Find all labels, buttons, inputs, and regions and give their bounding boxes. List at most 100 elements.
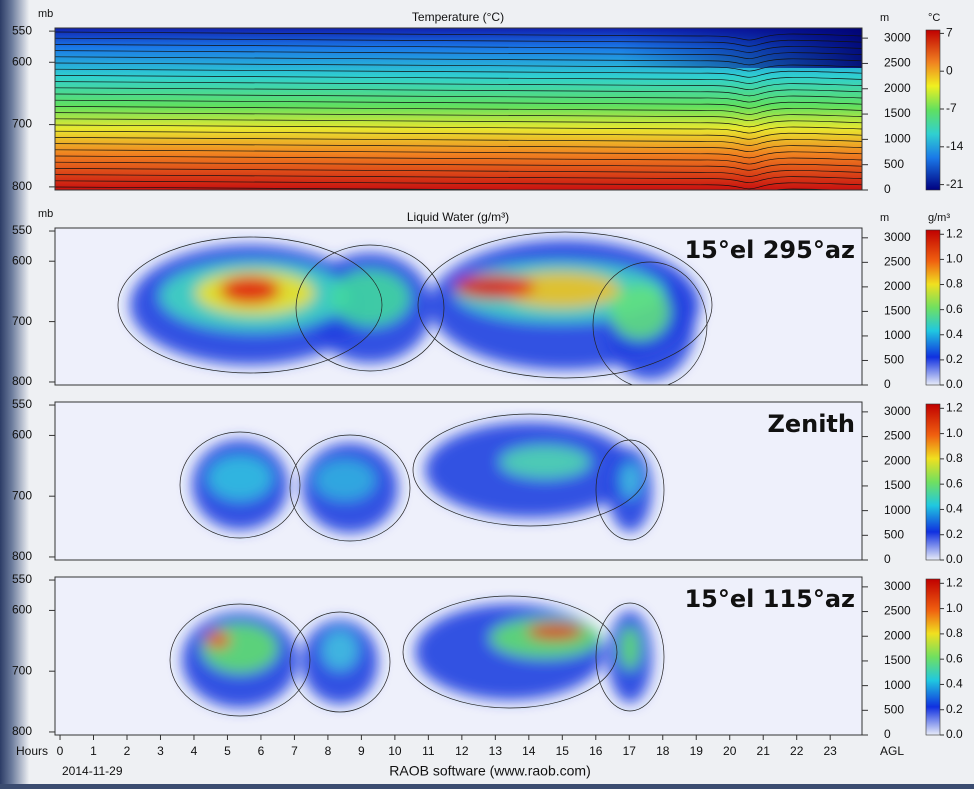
lwc-blob (315, 460, 375, 500)
lwc-field (182, 604, 652, 708)
colorbar (925, 29, 941, 191)
y2-tick-label: 3000 (884, 230, 911, 244)
colorbar-tick-label: 0.8 (946, 626, 963, 640)
colorbar-unit: °C (928, 12, 940, 24)
colorbar-tick-label: 1.0 (946, 426, 963, 440)
contour (55, 44, 862, 53)
field (55, 577, 862, 735)
colorbar-tick-label: 0.4 (946, 502, 963, 516)
y2-tick-label: 2000 (884, 81, 911, 95)
y2-tick-label: 1500 (884, 478, 911, 492)
left-unit: mb (38, 208, 53, 220)
y2-tick-label: 1500 (884, 653, 911, 667)
y-tick-label: 550 (12, 23, 32, 37)
x-tick-label: 10 (388, 744, 402, 758)
contour (55, 112, 862, 121)
contour (179, 431, 301, 539)
lwc-blob (202, 623, 278, 673)
colorbar-tick-label: 1.2 (946, 226, 963, 240)
lwc-field (192, 422, 652, 533)
colorbar-tick-label: 1.0 (946, 252, 963, 266)
contour (55, 118, 862, 128)
y2-tick-label: 500 (884, 702, 904, 716)
panel-label: Zenith (767, 410, 855, 438)
colorbar-tick-label: -21 (946, 177, 964, 191)
x-tick-label: 13 (489, 744, 503, 758)
x-tick-label: 23 (824, 744, 838, 758)
y2-tick-label: 2500 (884, 255, 911, 269)
contour (55, 124, 862, 134)
colorbar-tick-label: 0.2 (946, 527, 963, 541)
x-tick-label: 22 (790, 744, 804, 758)
contour (55, 99, 862, 109)
plot-frame (54, 401, 863, 561)
y2-tick-label: 2000 (884, 628, 911, 642)
y-tick-label: 600 (12, 253, 32, 267)
y2-tick-label: 2500 (884, 429, 911, 443)
y-tick-label: 800 (12, 179, 32, 193)
contour (55, 168, 862, 177)
x-tick-label: 3 (157, 744, 164, 758)
x-tick-label: 0 (57, 744, 64, 758)
y2-tick-label: 0 (884, 727, 891, 741)
date: 2014-11-29 (62, 764, 123, 778)
colorbar (925, 403, 941, 561)
x-tick-label: 16 (589, 744, 603, 758)
colorbar-unit: g/m³ (928, 212, 950, 224)
lwc-blob (500, 272, 620, 308)
credit: RAOB software (www.raob.com) (389, 763, 591, 779)
field (55, 228, 862, 385)
contour (402, 595, 618, 709)
contour (55, 180, 862, 190)
x-tick-label: 17 (623, 744, 637, 758)
x-tick-label: 20 (723, 744, 737, 758)
contour (55, 137, 862, 146)
x-tick-label: 11 (422, 744, 435, 758)
colorbar-tick-label: 0.6 (946, 302, 963, 316)
contour (55, 174, 862, 183)
right-axis-label: AGL (880, 744, 904, 758)
y-tick-label: 800 (12, 724, 32, 738)
x-tick-label: 21 (757, 744, 771, 758)
contour (55, 149, 862, 159)
y-tick-label: 700 (12, 117, 32, 131)
plot-frame (54, 227, 863, 386)
contour (55, 68, 862, 78)
y2-tick-label: 500 (884, 157, 904, 171)
lwc-blob (206, 632, 230, 648)
contour (169, 603, 311, 717)
contour (55, 75, 862, 84)
contour (289, 434, 411, 542)
contour (55, 155, 862, 165)
x-tick-label: 18 (656, 744, 670, 758)
plot-frame (54, 27, 863, 191)
contour (595, 439, 665, 541)
y-tick-label: 700 (12, 663, 32, 677)
contour (117, 236, 383, 374)
lwc-blob (610, 284, 670, 340)
y2-tick-label: 1000 (884, 503, 911, 517)
x-tick-label: 19 (690, 744, 704, 758)
x-axis-label: Hours (16, 744, 48, 758)
y2-tick-label: 2500 (884, 56, 911, 70)
x-tick-label: 1 (90, 744, 97, 758)
x-tick-label: 5 (224, 744, 231, 758)
y-tick-label: 600 (12, 54, 32, 68)
lwc-blob (500, 446, 590, 478)
y2-tick-label: 1000 (884, 328, 911, 342)
axes: 55060070080030002500200015001000500070-7… (12, 8, 964, 758)
contour (55, 161, 862, 171)
y-tick-label: 800 (12, 549, 32, 563)
colorbar-tick-label: 0.8 (946, 451, 963, 465)
colorbar-tick-label: 0.2 (946, 702, 963, 716)
contour (55, 56, 862, 66)
colorbar-tick-label: 0.4 (946, 327, 963, 341)
x-tick-label: 8 (325, 744, 332, 758)
y-tick-label: 700 (12, 314, 32, 328)
y2-tick-label: 1000 (884, 132, 911, 146)
y2-tick-label: 3000 (884, 30, 911, 44)
colorbar-tick-label: 0.6 (946, 476, 963, 490)
cold-region (55, 28, 862, 68)
contour (55, 81, 862, 90)
